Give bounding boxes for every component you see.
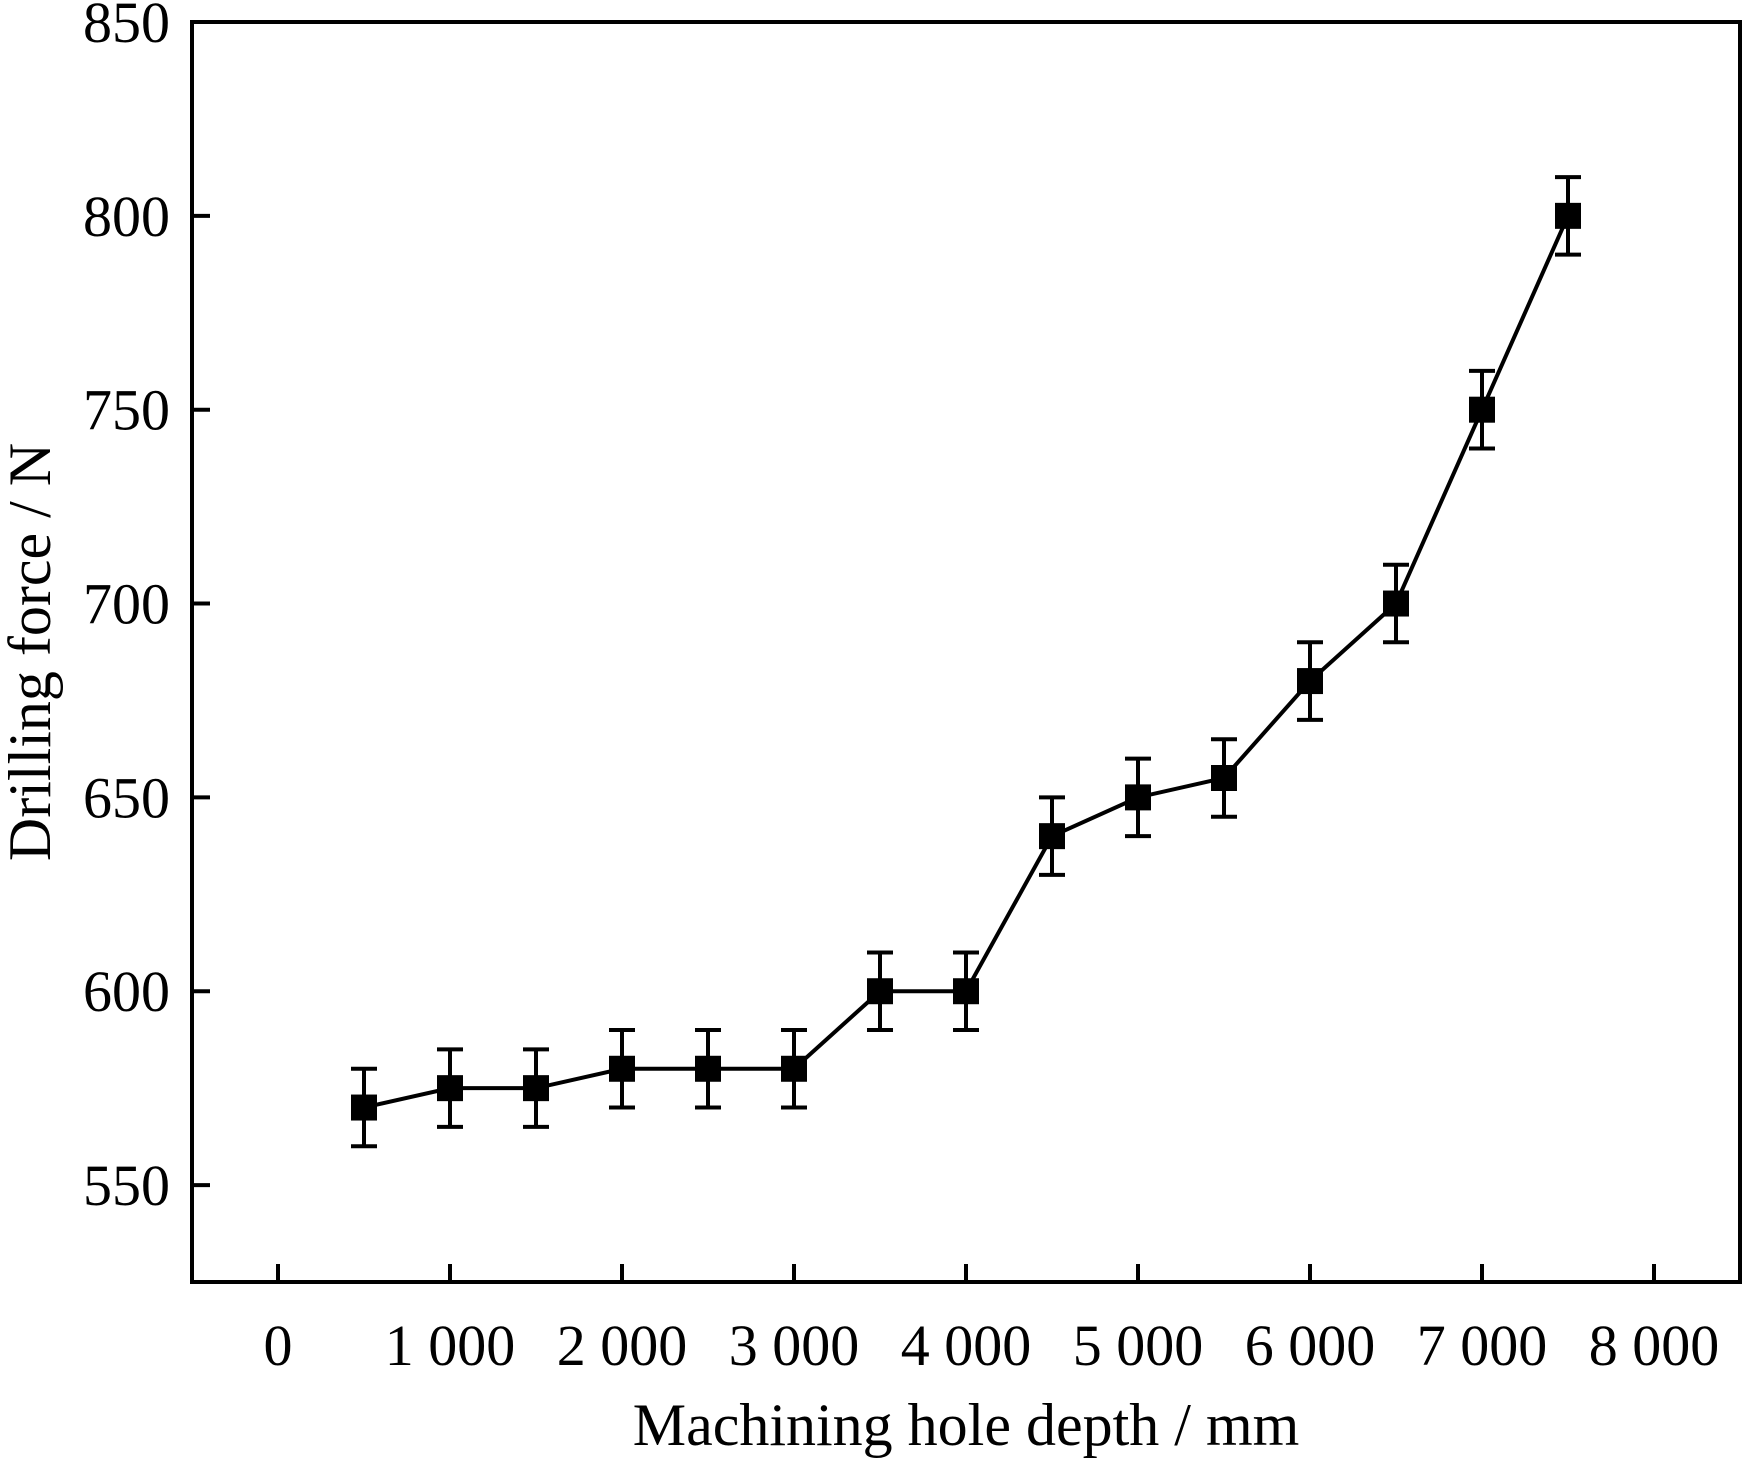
data-point (609, 1055, 635, 1082)
y-tick-label: 600 (83, 959, 170, 1024)
data-point (1211, 765, 1237, 791)
data-point (1469, 396, 1495, 423)
y-tick-label: 800 (83, 184, 170, 249)
y-tick-label: 750 (83, 378, 170, 443)
x-tick-label: 2 000 (557, 1313, 688, 1378)
x-tick-label: 1 000 (385, 1313, 516, 1378)
data-point (781, 1055, 807, 1082)
data-series (351, 175, 1581, 1149)
x-tick-label: 0 (264, 1313, 293, 1378)
data-point (351, 1094, 377, 1121)
data-point (1125, 784, 1151, 811)
data-point (1039, 823, 1065, 850)
data-point (523, 1075, 549, 1102)
data-point (867, 978, 893, 1005)
x-tick-label: 6 000 (1245, 1313, 1376, 1378)
data-point (1383, 590, 1409, 617)
y-tick-label: 650 (83, 765, 170, 830)
x-tick-label: 8 000 (1589, 1313, 1720, 1378)
data-point (1555, 202, 1581, 229)
data-point (695, 1055, 721, 1082)
x-axis: 0 1 000 2 000 3 000 4 000 5 000 6 000 7 000 8 00… (264, 1264, 1720, 1378)
y-tick-label: 700 (83, 572, 170, 637)
x-tick-label: 4 000 (901, 1313, 1032, 1378)
y-axis-label: Drilling force / N (0, 443, 63, 861)
x-axis-label: Machining hole depth / mm (633, 1392, 1300, 1458)
x-tick-label: 5 000 (1073, 1313, 1204, 1378)
x-tick-label: 7 000 (1417, 1313, 1548, 1378)
data-point (437, 1075, 463, 1102)
x-tick-label: 3 000 (729, 1313, 860, 1378)
y-tick-label: 850 (83, 0, 170, 55)
data-point (953, 978, 979, 1005)
data-point (1297, 668, 1323, 695)
y-tick-label: 550 (83, 1153, 170, 1218)
y-axis: 550 600 650 700 750 800 850 (83, 0, 210, 1218)
